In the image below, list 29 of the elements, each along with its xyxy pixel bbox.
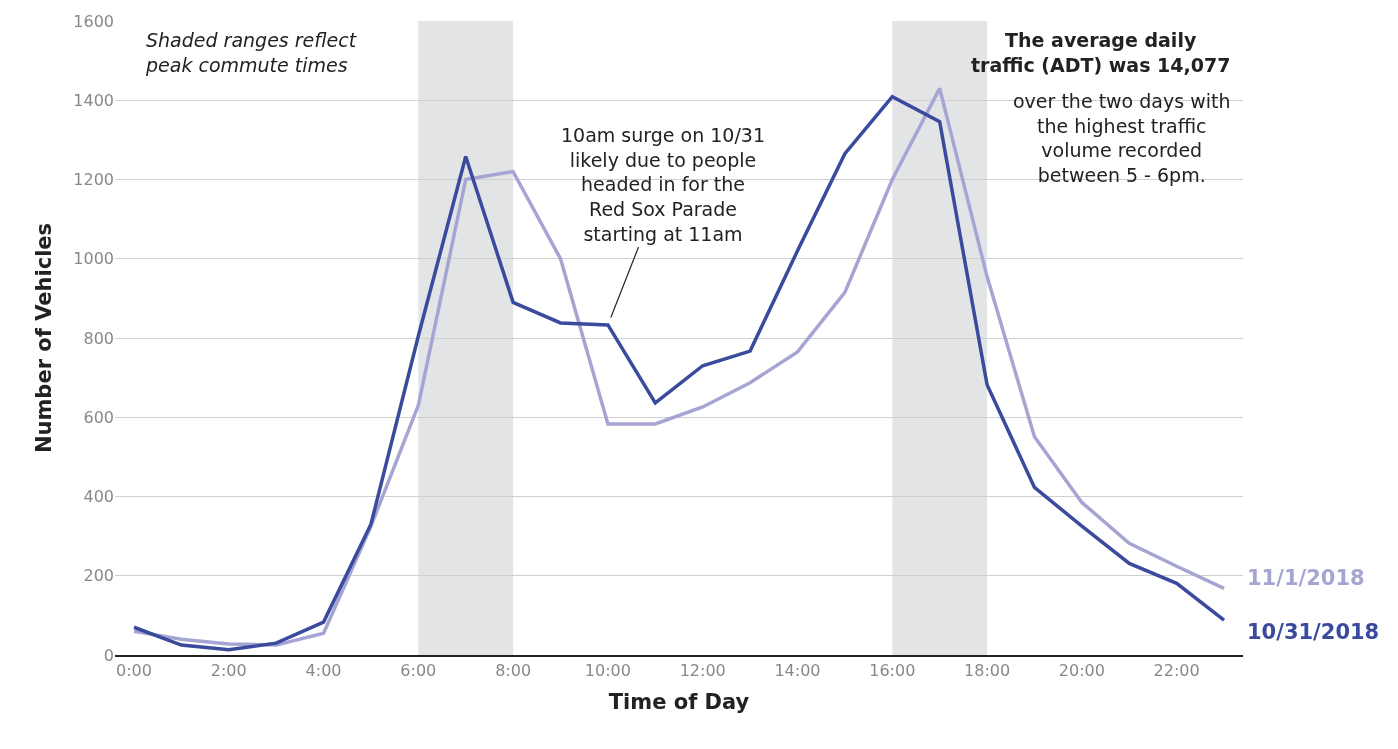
y-tick-label: 200 [83, 566, 114, 586]
x-tick-label: 4:00 [305, 661, 342, 681]
annotation: over the two days with the highest traffic volume recorded between 5 - 6pm. [1013, 90, 1231, 187]
x-tick-label: 12:00 [679, 661, 726, 681]
annotation: The average daily traffic (ADT) was 14,077 [971, 29, 1231, 76]
annotation: Shaded ranges reflect peak commute times [145, 29, 358, 76]
y-tick-label: 1400 [73, 90, 114, 110]
y-tick-label: 600 [83, 407, 114, 427]
y-tick-label: 1600 [73, 11, 114, 31]
x-tick-label: 20:00 [1058, 661, 1105, 681]
x-tick-label: 14:00 [774, 661, 821, 681]
x-tick-label: 10:00 [584, 661, 631, 681]
x-tick-label: 16:00 [869, 661, 916, 681]
x-tick-label: 2:00 [210, 661, 247, 681]
annotation: 10am surge on 10/31 likely due to people headed in for the Red Sox Parade starting at 11am [561, 124, 766, 245]
x-tick-label: 6:00 [400, 661, 437, 681]
y-tick-label: 1200 [73, 170, 114, 190]
x-tick-label: 18:00 [964, 661, 1011, 681]
y-tick-label: 1000 [73, 249, 114, 269]
y-tick-label: 0 [103, 645, 114, 665]
x-tick-label: 0:00 [115, 661, 152, 681]
x-axis-title: Time of Day [608, 689, 750, 714]
series-label: 10/31/2018 [1247, 620, 1380, 644]
x-tick-label: 8:00 [495, 661, 532, 681]
y-tick-label: 400 [83, 487, 114, 507]
series-label: 11/1/2018 [1247, 566, 1365, 590]
y-axis-title: Number of Vehicles [32, 222, 57, 454]
y-tick-label: 800 [83, 328, 114, 348]
x-tick-label: 22:00 [1153, 661, 1200, 681]
